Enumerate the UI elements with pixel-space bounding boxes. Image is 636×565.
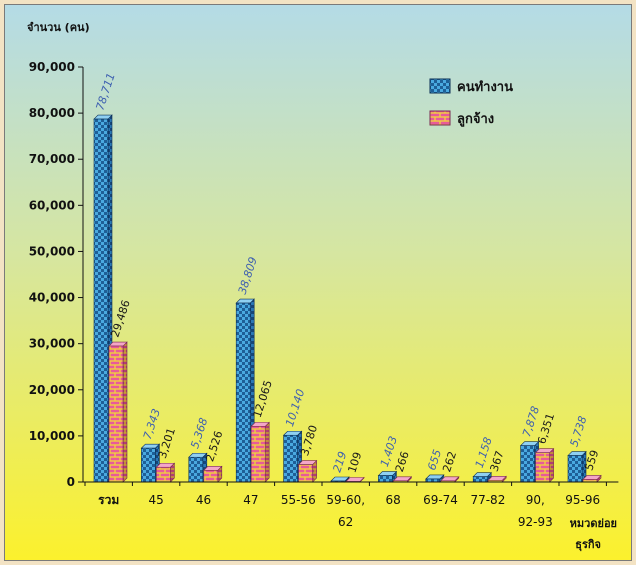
bar-employees — [297, 459, 318, 483]
bar-employees — [250, 421, 270, 483]
legend: คนทำงาน ลูกจ้าง — [429, 78, 513, 127]
x-tick-label: 68 — [385, 493, 400, 507]
data-label-employees: 367 — [488, 449, 507, 473]
x-tick-label: 95-96 — [565, 493, 600, 507]
chart-frame: จำนวน (คน) 0 10,000 20,000 30,000 40,000 50,0… — [4, 4, 632, 561]
x-tick-label: 45 — [148, 493, 163, 507]
data-label-workers: 655 — [425, 448, 444, 472]
legend-swatch-workers — [429, 78, 451, 94]
x-tick-label: 69-74 — [423, 493, 458, 507]
y-tick-label: 50,000 — [29, 244, 75, 258]
data-label-employees: 262 — [440, 450, 459, 474]
bar-employees — [440, 476, 460, 483]
x-axis: รวม 45 46 47 55-56 59-60, 62 68 69-74 77-82 90, 92-… — [83, 481, 619, 529]
bar-workers — [377, 470, 398, 483]
data-label-employees: 109 — [345, 450, 364, 474]
data-label-employees: 266 — [393, 450, 412, 474]
y-axis-title: จำนวน (คน) — [27, 21, 90, 34]
legend-label-workers: คนทำงาน — [457, 79, 513, 95]
x-tick-label: 77-82 — [470, 493, 505, 507]
x-tick-label: 46 — [196, 493, 211, 507]
bar-workers — [567, 450, 587, 483]
y-tick-label: 60,000 — [29, 198, 75, 212]
bar-employees — [108, 341, 128, 483]
y-tick-label: 30,000 — [29, 337, 75, 351]
y-tick-label: 40,000 — [29, 291, 75, 305]
x-tick-label: รวม — [98, 493, 119, 507]
bar-employees — [582, 474, 602, 483]
bar-workers — [472, 471, 492, 483]
data-label-employees: 559 — [582, 448, 601, 472]
bar-employees — [534, 447, 555, 483]
x-axis-title-line-1: หมวดย่อย — [570, 517, 617, 530]
y-axis: 0 10,000 20,000 30,000 40,000 50,000 60,000 70,… — [29, 60, 84, 489]
bar-employees — [203, 465, 223, 483]
bar-series — [93, 114, 602, 483]
y-tick-label: 90,000 — [29, 60, 75, 74]
bar-workers — [425, 474, 445, 483]
bar-employees — [155, 462, 176, 483]
bar-chart: จำนวน (คน) 0 10,000 20,000 30,000 40,000 50,0… — [5, 5, 631, 560]
bar-employees — [392, 476, 413, 483]
y-tick-label: 0 — [67, 475, 75, 489]
legend-swatch-employees — [429, 110, 451, 126]
x-axis-title-line-2: ธุรกิจ — [575, 538, 601, 552]
bar-employees — [487, 475, 507, 483]
x-tick-label: 59-60, 62 — [326, 493, 365, 529]
y-tick-label: 20,000 — [29, 383, 75, 397]
x-tick-label: 47 — [243, 493, 258, 507]
y-tick-label: 10,000 — [29, 429, 75, 443]
data-label-workers: 219 — [330, 450, 349, 474]
legend-label-employees: ลูกจ้าง — [457, 111, 494, 127]
bar-workers — [330, 476, 350, 483]
x-tick-label: 55-56 — [281, 493, 316, 507]
x-tick-label: 90, 92-93 — [518, 493, 553, 529]
y-tick-label: 80,000 — [29, 106, 75, 120]
y-tick-label: 70,000 — [29, 152, 75, 166]
